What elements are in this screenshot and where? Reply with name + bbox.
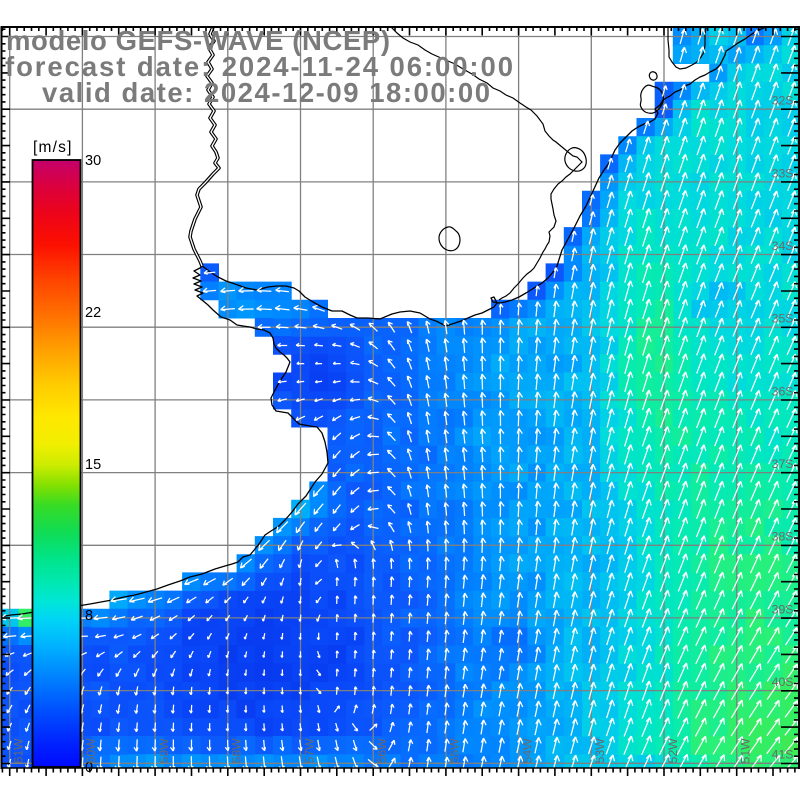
svg-text:53W: 53W [593, 738, 607, 764]
svg-text:56W: 56W [375, 738, 389, 764]
svg-text:58W: 58W [230, 738, 244, 764]
svg-text:61W: 61W [12, 738, 26, 764]
svg-text:[m/s]: [m/s] [33, 139, 73, 156]
svg-text:valid date: 2024-12-09 18:00:0: valid date: 2024-12-09 18:00:00 [42, 77, 490, 108]
svg-text:0: 0 [85, 760, 93, 776]
svg-text:60W: 60W [84, 738, 98, 764]
svg-text:54W: 54W [520, 738, 534, 764]
svg-text:8: 8 [85, 608, 93, 624]
svg-text:22: 22 [85, 305, 101, 321]
svg-text:forecast date: 2024-11-24 06:0: forecast date: 2024-11-24 06:00:00 [5, 51, 513, 82]
svg-text:59W: 59W [157, 738, 171, 764]
svg-text:37S: 37S [772, 457, 794, 471]
svg-text:55W: 55W [448, 738, 462, 764]
svg-text:51W: 51W [739, 738, 753, 764]
svg-text:34S: 34S [772, 239, 794, 253]
svg-text:33S: 33S [772, 166, 794, 180]
svg-text:15: 15 [85, 457, 101, 473]
svg-text:41S: 41S [772, 748, 794, 762]
svg-text:35S: 35S [772, 312, 794, 326]
svg-text:38S: 38S [772, 530, 794, 544]
svg-text:39S: 39S [772, 602, 794, 616]
svg-text:40S: 40S [772, 675, 794, 689]
svg-text:52W: 52W [666, 738, 680, 764]
svg-text:modelo GEFS-WAVE (NCEP): modelo GEFS-WAVE (NCEP) [6, 25, 390, 56]
svg-text:32S: 32S [772, 94, 794, 108]
svg-text:30: 30 [85, 153, 101, 169]
svg-text:36S: 36S [772, 384, 794, 398]
svg-text:57W: 57W [302, 738, 316, 764]
